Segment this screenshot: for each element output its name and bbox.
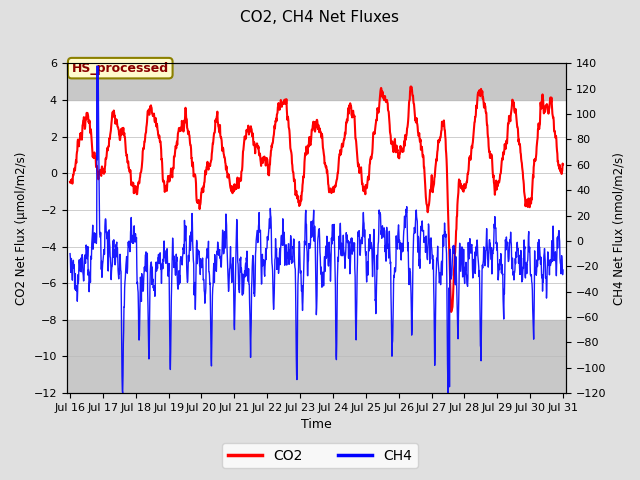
Text: CO2, CH4 Net Fluxes: CO2, CH4 Net Fluxes — [241, 10, 399, 24]
Text: HS_processed: HS_processed — [72, 61, 169, 75]
Y-axis label: CH4 Net Flux (nmol/m2/s): CH4 Net Flux (nmol/m2/s) — [612, 152, 625, 305]
Y-axis label: CO2 Net Flux (μmol/m2/s): CO2 Net Flux (μmol/m2/s) — [15, 152, 28, 305]
Bar — [67, 320, 566, 393]
Bar — [67, 63, 566, 100]
Legend: CO2, CH4: CO2, CH4 — [222, 443, 418, 468]
X-axis label: Time: Time — [301, 419, 332, 432]
